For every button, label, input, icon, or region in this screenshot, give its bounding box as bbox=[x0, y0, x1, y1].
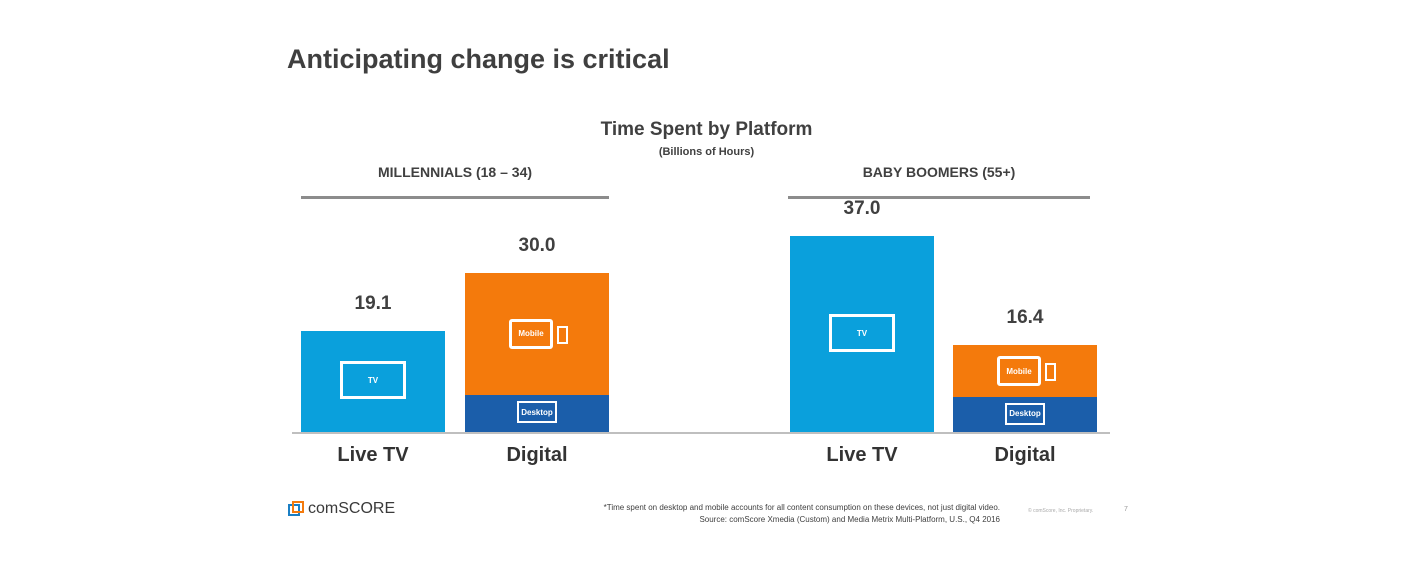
laptop-icon: Desktop bbox=[517, 401, 557, 424]
data-label: 37.0 bbox=[843, 198, 881, 219]
comscore-logo: comSCORE bbox=[288, 500, 395, 518]
data-label: 19.1 bbox=[354, 292, 392, 314]
bar-segment-tv: TV bbox=[301, 330, 445, 432]
category-label: Live TV bbox=[826, 444, 898, 466]
data-label: 16.4 bbox=[1006, 307, 1044, 329]
category-label: Digital bbox=[994, 444, 1056, 466]
bar-segment-desktop: Desktop bbox=[465, 394, 609, 432]
group-divider bbox=[788, 196, 1090, 199]
logo-icon bbox=[288, 501, 304, 516]
tv-icon: TV bbox=[340, 361, 406, 400]
phone-icon bbox=[1045, 363, 1056, 382]
copyright: © comScore, Inc. Proprietary. bbox=[1028, 508, 1094, 514]
footnote: *Time spent on desktop and mobile accoun… bbox=[603, 503, 1000, 512]
bar-segment-desktop: Desktop bbox=[953, 397, 1097, 432]
bar-segment-mobile: Mobile bbox=[953, 345, 1097, 398]
tablet-icon: Mobile bbox=[997, 356, 1041, 387]
group-header-boomers: BABY BOOMERS (55+) bbox=[862, 164, 1016, 180]
source-note: Source: comScore Xmedia (Custom) and Med… bbox=[699, 515, 1000, 524]
bar-segment-tv: TV bbox=[790, 236, 934, 432]
chart-subtitle: (Billions of Hours) bbox=[658, 146, 755, 158]
data-label: 30.0 bbox=[518, 235, 556, 257]
tv-icon: TV bbox=[829, 314, 895, 352]
logo-text: comSCORE bbox=[308, 500, 396, 517]
chart-title: Time Spent by Platform bbox=[600, 119, 813, 140]
group-header-millennials: MILLENNIALS (18 – 34) bbox=[377, 164, 533, 180]
group-divider bbox=[301, 196, 609, 199]
phone-icon bbox=[557, 325, 568, 344]
bar-segment-mobile: Mobile bbox=[465, 273, 609, 395]
category-label: Live TV bbox=[337, 444, 409, 466]
baseline-axis bbox=[292, 432, 1110, 434]
laptop-icon: Desktop bbox=[1005, 402, 1045, 425]
slide-title: Anticipating change is critical bbox=[287, 44, 670, 74]
category-label: Digital bbox=[506, 444, 568, 466]
page-number: 7 bbox=[1124, 506, 1128, 513]
tablet-icon: Mobile bbox=[509, 318, 553, 349]
